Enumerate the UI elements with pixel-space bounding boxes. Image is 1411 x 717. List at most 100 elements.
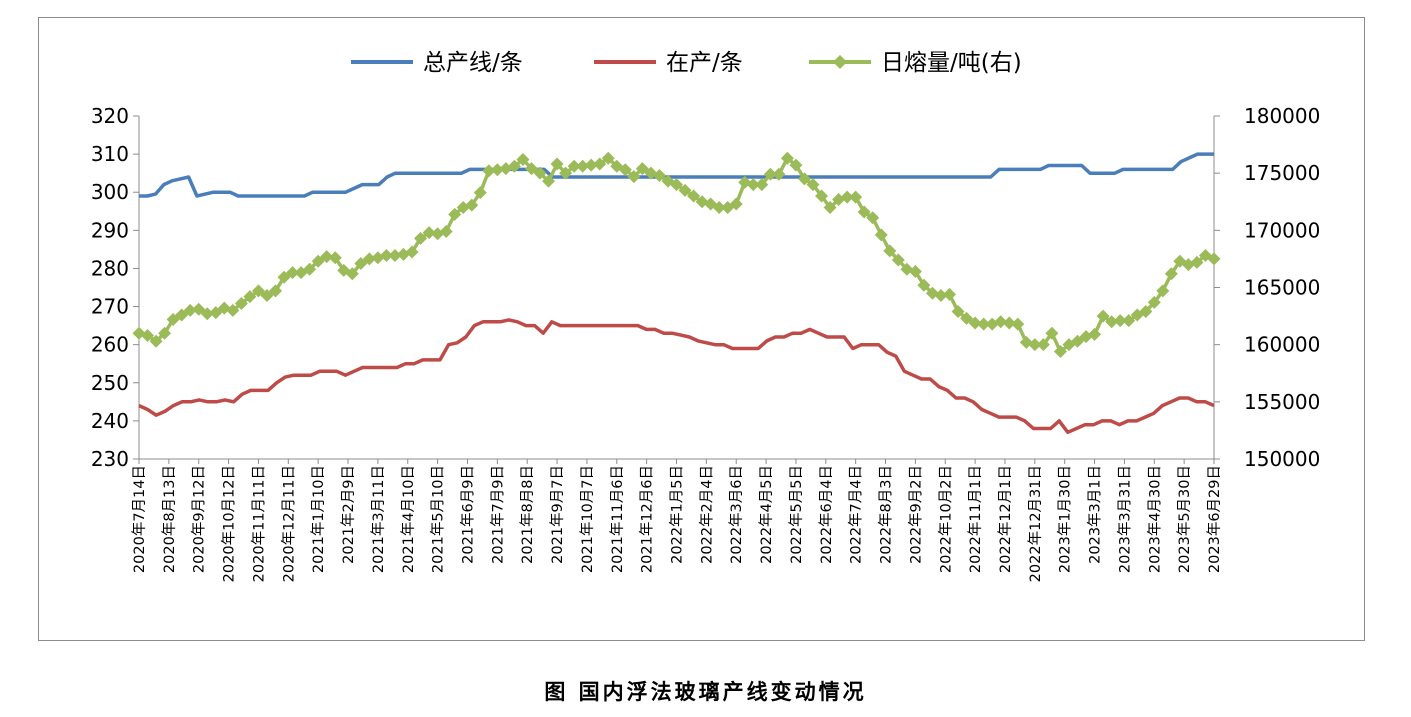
- x-tick-label: 2022年5月5日: [788, 465, 805, 564]
- legend-label: 在产/条: [666, 50, 743, 76]
- left-tick-label: 290: [91, 218, 129, 242]
- data-point: [286, 266, 300, 280]
- x-tick-label: 2021年11月6日: [609, 465, 626, 573]
- data-point: [772, 167, 786, 181]
- data-point: [1045, 326, 1059, 340]
- data-point: [1156, 284, 1170, 298]
- x-tick-label: 2022年2月4日: [698, 465, 715, 564]
- right-tick-label: 175000: [1244, 161, 1320, 185]
- data-point: [1113, 314, 1127, 328]
- data-point: [712, 200, 726, 214]
- x-tick-label: 2020年7月14日: [131, 465, 148, 573]
- data-point: [320, 250, 334, 264]
- data-point: [422, 226, 436, 240]
- data-point: [226, 303, 240, 317]
- x-tick-label: 2022年12月31日: [1027, 465, 1044, 582]
- data-point: [149, 334, 163, 348]
- data-point: [601, 151, 615, 165]
- x-tick-label: 2023年3月31日: [1116, 465, 1133, 573]
- right-tick-label: 165000: [1244, 276, 1320, 300]
- data-point: [311, 254, 325, 268]
- x-tick-label: 2021年10月7日: [579, 465, 596, 573]
- x-tick-label: 2020年12月11日: [280, 465, 297, 582]
- data-point: [362, 252, 376, 266]
- data-point: [1139, 305, 1153, 319]
- x-tick-label: 2021年1月10日: [310, 465, 327, 573]
- data-point: [1164, 267, 1178, 281]
- data-point: [618, 163, 632, 177]
- left-tick-label: 280: [91, 256, 129, 280]
- data-point: [414, 231, 428, 245]
- data-point: [141, 329, 155, 343]
- data-point: [815, 189, 829, 203]
- data-point: [917, 278, 931, 292]
- data-point: [328, 251, 342, 265]
- data-point: [158, 326, 172, 340]
- data-point: [567, 159, 581, 173]
- data-point: [874, 228, 888, 242]
- x-tick-label: 2023年1月30日: [1057, 465, 1074, 573]
- data-point: [448, 207, 462, 221]
- data-point: [294, 266, 308, 280]
- x-tick-label: 2021年7月9日: [489, 465, 506, 564]
- data-point: [490, 163, 504, 177]
- data-point: [789, 158, 803, 172]
- data-point: [200, 307, 214, 321]
- x-tick-label: 2022年11月1日: [967, 465, 984, 573]
- data-point: [379, 248, 393, 262]
- data-point: [806, 178, 820, 192]
- data-point: [559, 166, 573, 180]
- data-point: [977, 317, 991, 331]
- data-point: [1036, 338, 1050, 352]
- data-point: [1088, 327, 1102, 341]
- data-point: [576, 159, 590, 173]
- legend-label: 日熔量/吨(右): [881, 50, 1022, 76]
- data-point: [388, 248, 402, 262]
- data-point: [635, 162, 649, 176]
- x-tick-label: 2022年12月1日: [997, 465, 1014, 573]
- data-point: [465, 198, 479, 212]
- data-point: [175, 308, 189, 322]
- data-point: [849, 190, 863, 204]
- x-tick-label: 2021年12月6日: [639, 465, 656, 573]
- data-point: [840, 190, 854, 204]
- data-point: [1028, 338, 1042, 352]
- data-point: [1147, 295, 1161, 309]
- right-tick-label: 180000: [1244, 104, 1320, 128]
- data-point: [1011, 317, 1025, 331]
- data-point: [857, 205, 871, 219]
- right-tick-label: 155000: [1244, 390, 1320, 414]
- x-tick-label: 2023年6月29日: [1206, 465, 1223, 573]
- data-point: [780, 151, 794, 165]
- x-tick-label: 2022年1月5日: [669, 465, 686, 564]
- data-point: [627, 170, 641, 184]
- data-point: [1002, 316, 1016, 330]
- data-point: [652, 168, 666, 182]
- data-point: [934, 289, 948, 303]
- x-tick-label: 2020年11月11日: [250, 465, 267, 582]
- data-point: [209, 306, 223, 320]
- data-point: [183, 303, 197, 317]
- data-point: [1207, 252, 1221, 266]
- data-point: [994, 315, 1008, 329]
- x-tick-label: 2022年10月2日: [937, 465, 954, 573]
- data-point: [1122, 314, 1136, 328]
- data-point: [908, 264, 922, 278]
- data-point: [439, 224, 453, 238]
- x-tick-label: 2020年10月12日: [221, 465, 238, 582]
- data-point: [243, 290, 257, 304]
- legend: 总产线/条 在产/条 日熔量/吨(右): [351, 50, 1022, 76]
- data-point: [968, 316, 982, 330]
- left-tick-label: 250: [91, 371, 129, 395]
- x-tick-label: 2023年4月30日: [1146, 465, 1163, 573]
- data-point: [260, 289, 274, 303]
- data-point: [746, 178, 760, 192]
- x-tick-label: 2021年3月11日: [370, 465, 387, 573]
- x-tick-label: 2023年5月30日: [1176, 465, 1193, 573]
- chart-svg: 总产线/条 在产/条 日熔量/吨(右) 230 240 250 260 270 280 290 3…: [91, 50, 1321, 582]
- left-tick-label: 230: [91, 447, 129, 471]
- series-line: [139, 152, 1214, 198]
- legend-label: 总产线/条: [423, 50, 523, 76]
- data-point: [277, 270, 291, 284]
- left-tick-label: 240: [91, 409, 129, 433]
